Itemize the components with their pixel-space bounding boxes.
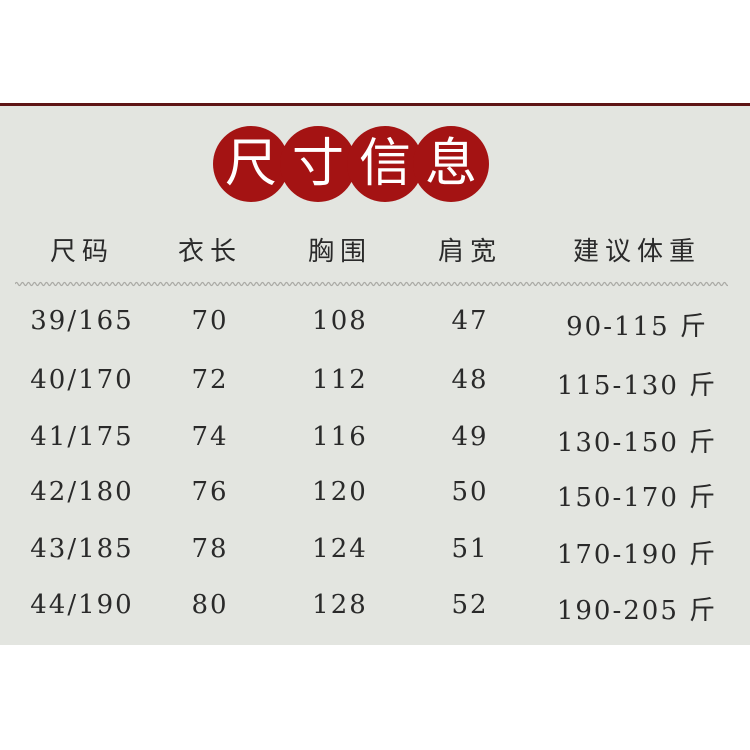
- title-char: 息: [424, 134, 477, 194]
- table-cell: 50: [451, 477, 489, 507]
- table-cell: 90-115 斤: [566, 312, 708, 342]
- table-cell: 128: [312, 590, 368, 620]
- title-circle: [347, 126, 423, 202]
- column-header: 尺码: [49, 237, 115, 267]
- table-cell: 115-130 斤: [556, 371, 718, 401]
- table-cell: 80: [191, 590, 229, 620]
- table-cell: 130-150 斤: [556, 428, 718, 458]
- table-cell: 70: [191, 306, 229, 336]
- table-cell: 116: [312, 422, 368, 452]
- table-cell: 47: [451, 306, 489, 336]
- column-header: 肩宽: [437, 237, 503, 267]
- table-cell: 124: [312, 534, 368, 564]
- table-cell: 108: [312, 306, 368, 336]
- title-char: 寸: [291, 134, 344, 194]
- column-header: 衣长: [177, 237, 243, 267]
- size-info-title: 尺 寸 信 息: [213, 126, 493, 202]
- title-circle: [213, 126, 289, 202]
- table-cell: 39/165: [30, 306, 134, 336]
- wavy-divider: [15, 281, 728, 287]
- table-cell: 78: [191, 534, 229, 564]
- table-cell: 76: [191, 477, 229, 507]
- table-cell: 44/190: [30, 590, 134, 620]
- table-cell: 52: [451, 590, 489, 620]
- table-cell: 74: [191, 422, 229, 452]
- table-cell: 48: [451, 365, 489, 395]
- title-circle: [413, 126, 489, 202]
- table-cell: 43/185: [30, 534, 134, 564]
- title-char: 尺: [224, 134, 277, 194]
- column-header: 胸围: [307, 237, 373, 267]
- table-cell: 40/170: [30, 365, 134, 395]
- table-cell: 150-170 斤: [556, 483, 718, 513]
- table-cell: 49: [451, 422, 489, 452]
- title-circle: [280, 126, 356, 202]
- table-cell: 72: [191, 365, 229, 395]
- table-cell: 190-205 斤: [556, 596, 718, 626]
- column-header: 建议体重: [572, 237, 702, 267]
- table-cell: 112: [312, 365, 368, 395]
- table-cell: 120: [312, 477, 368, 507]
- table-cell: 51: [451, 534, 489, 564]
- title-char: 信: [358, 134, 411, 194]
- table-cell: 170-190 斤: [556, 540, 718, 570]
- table-cell: 42/180: [30, 477, 134, 507]
- size-chart-panel: 尺 寸 信 息 尺码 衣长 胸围 肩宽 建议体重 39/165 70 108 47 90-115…: [0, 103, 750, 645]
- table-cell: 41/175: [30, 422, 134, 452]
